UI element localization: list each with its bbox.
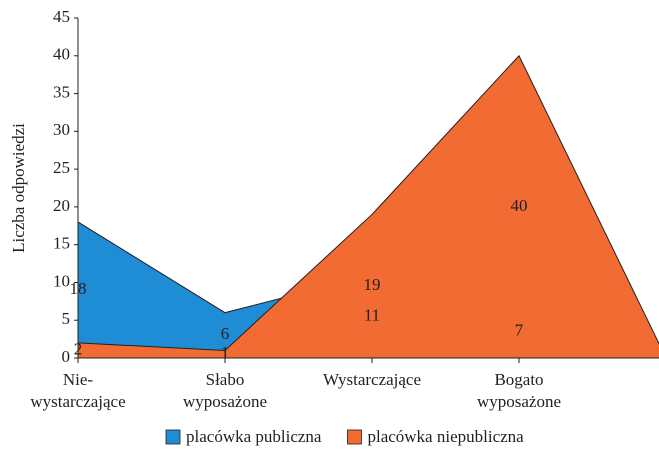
legend-label: placówka niepubliczna (367, 427, 524, 446)
y-tick-label: 30 (53, 120, 70, 139)
y-tick-label: 15 (53, 234, 70, 253)
x-tick-label: Nie- wystarczające (30, 370, 126, 411)
legend-swatch (165, 429, 181, 445)
x-tick-label: Bogato wyposażone (476, 370, 562, 411)
data-label: 11 (364, 305, 380, 324)
legend-swatch (347, 429, 362, 445)
legend-label: placówka publiczna (186, 427, 322, 446)
x-tick-label: Wystarczające (322, 370, 422, 389)
y-tick-label: 0 (62, 347, 71, 366)
plot-area (78, 54, 659, 359)
x-tick-label: Słabo wyposażone (182, 370, 268, 411)
data-label: 40 (511, 196, 528, 215)
data-label: 1 (221, 343, 230, 362)
data-label: 19 (364, 275, 381, 294)
y-tick-label: 40 (53, 45, 70, 64)
y-tick-label: 25 (53, 158, 70, 177)
area (78, 54, 659, 359)
y-tick-label: 5 (62, 309, 71, 328)
y-tick-label: 35 (53, 82, 70, 101)
data-label: 6 (221, 324, 230, 343)
y-axis-label: Liczba odpowiedzi (9, 123, 28, 253)
y-tick-label: 20 (53, 196, 70, 215)
y-tick-label: 10 (53, 271, 70, 290)
data-label: 7 (515, 320, 524, 339)
y-tick-label: 45 (53, 7, 70, 26)
